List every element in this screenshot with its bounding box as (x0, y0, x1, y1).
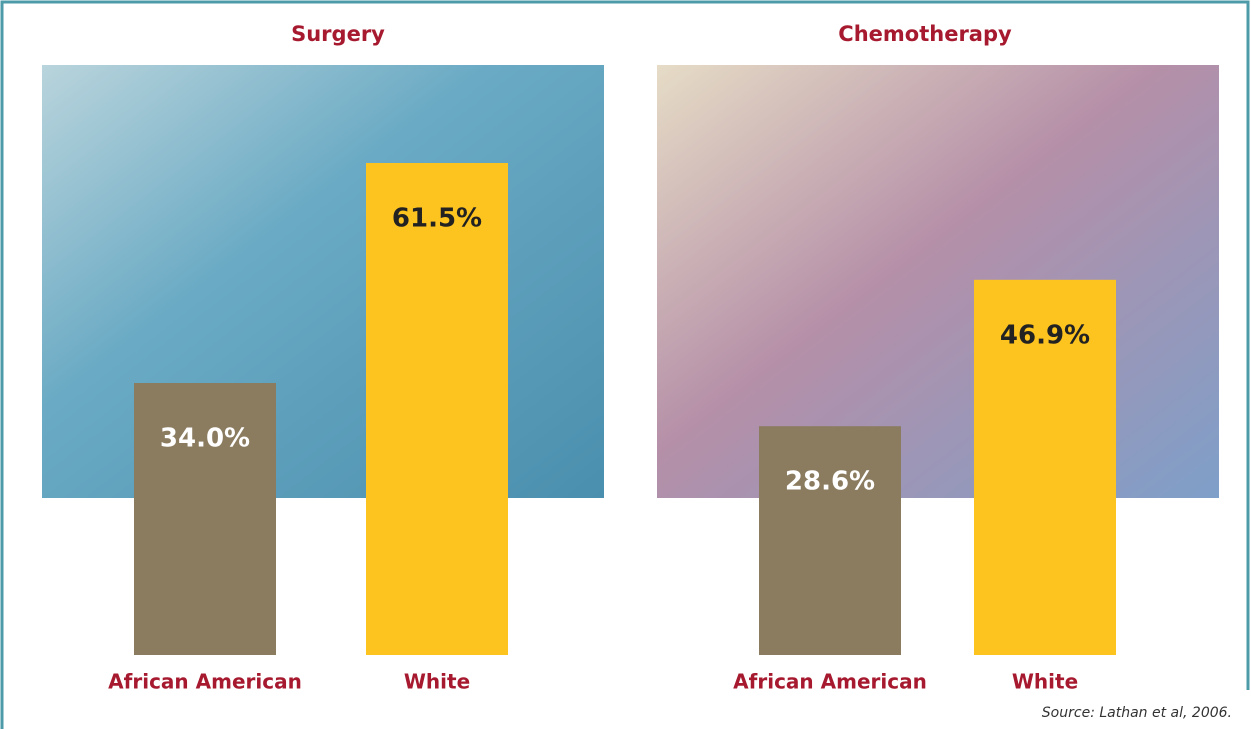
value-label: 28.6% (785, 467, 875, 497)
category-label: African American (108, 670, 302, 694)
category-label: White (404, 670, 470, 694)
photo (42, 65, 604, 498)
bar (366, 163, 508, 655)
bar (974, 279, 1116, 655)
value-label: 46.9% (1000, 320, 1090, 350)
chart-title: Chemotherapy (838, 22, 1012, 46)
value-label: 61.5% (392, 204, 482, 234)
bar (134, 383, 276, 655)
chart-title: Surgery (291, 22, 385, 46)
photo (657, 65, 1219, 498)
category-label: African American (733, 670, 927, 694)
value-label: 34.0% (160, 424, 250, 454)
category-label: White (1012, 670, 1078, 694)
source-note: Source: Lathan et al, 2006. (1042, 705, 1232, 721)
bar (759, 426, 901, 655)
